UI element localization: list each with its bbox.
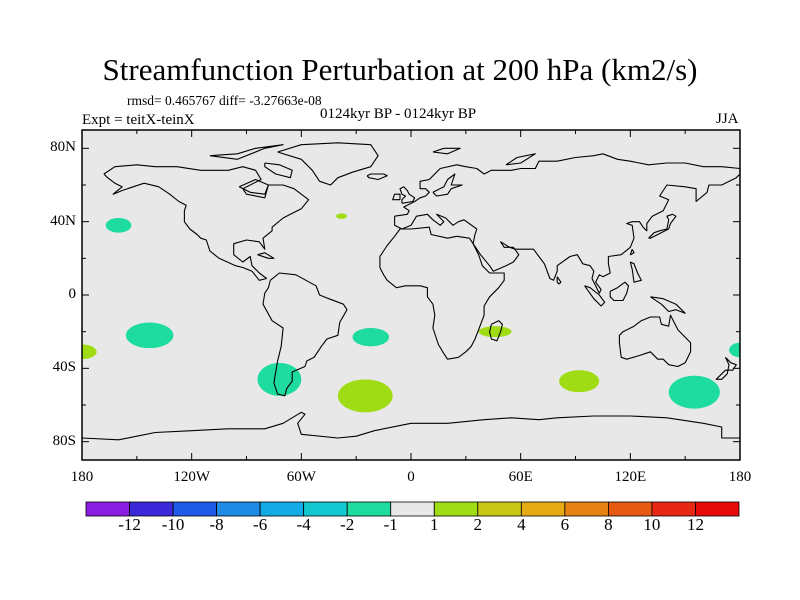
- tasman-blob: [729, 342, 740, 358]
- colorbar-label: 4: [517, 515, 526, 534]
- lat-label: 40N: [50, 212, 76, 229]
- coastlines: [82, 142, 740, 441]
- novaya-zemlya-coast: [505, 153, 536, 166]
- africa-coast: [379, 226, 505, 360]
- colorbar-label: 10: [643, 515, 661, 534]
- s-atlantic-blob: [352, 328, 390, 347]
- cuba-coast: [257, 252, 275, 259]
- colorbar-swatch: [651, 501, 696, 517]
- colorbar-swatch: [85, 501, 130, 517]
- baffin-coast: [264, 162, 293, 179]
- colorbar-swatch: [346, 501, 392, 517]
- madagascar-blob: [478, 326, 512, 338]
- ireland-coast: [392, 193, 401, 201]
- colorbar-label: 8: [604, 515, 613, 534]
- sri-lanka-coast: [556, 276, 562, 285]
- arctic-islands-coast: [209, 144, 284, 160]
- australia-coast: [618, 314, 692, 368]
- s-ocean-blob: [668, 375, 720, 409]
- n-pacific-blob: [105, 218, 132, 233]
- borneo-coast: [609, 281, 630, 302]
- anomaly-layer: [82, 213, 740, 413]
- lat-label: 0: [68, 286, 77, 302]
- madagascar-coast: [489, 320, 503, 342]
- scandinavia-baltic-coast: [432, 173, 463, 197]
- colorbar-label: -6: [253, 515, 268, 534]
- svalbard-coast: [432, 147, 461, 155]
- lat-label: 40S: [52, 359, 76, 376]
- lon-label: 180: [70, 469, 94, 485]
- axis-ticks: [81, 130, 741, 460]
- lon-label: 120W: [173, 469, 210, 485]
- colorbar-swatch: [564, 501, 609, 517]
- colorbar-label: -4: [296, 515, 311, 534]
- eurasia-coast: [394, 153, 740, 294]
- rmsd-line: rmsd= 0.465767 diff= -3.27663e-08: [127, 93, 322, 108]
- japan-coast: [648, 213, 677, 239]
- colorbar-swatch: [129, 501, 174, 517]
- colorbar-swatch: [172, 501, 217, 517]
- colorbar-label: -8: [209, 515, 224, 534]
- experiment-label: Expt = teitX-teinX: [82, 112, 195, 128]
- greenland-coast: [277, 142, 379, 186]
- colorbar-swatch: [695, 501, 740, 517]
- lon-label: 180: [728, 469, 752, 485]
- colorbar-swatch: [608, 501, 653, 517]
- hudson-bay-coast: [238, 178, 269, 195]
- season-label: JJA: [716, 111, 739, 127]
- colorbar-label: -12: [118, 515, 141, 534]
- philippines-coast: [629, 261, 642, 283]
- colorbar-label: 1: [430, 515, 439, 534]
- colorbar-swatch: [303, 501, 348, 517]
- lon-label: 120E: [614, 469, 647, 485]
- lat-label: 80N: [50, 139, 76, 156]
- colorbar-label: -10: [161, 515, 185, 534]
- map-background: [82, 130, 740, 460]
- map-title: Streamfunction Perturbation at 200 hPa (…: [102, 52, 698, 87]
- n-atlantic-blob: [336, 213, 348, 219]
- colorbar: [85, 501, 740, 517]
- britain-coast: [399, 186, 416, 204]
- lon-label: 0: [407, 469, 415, 485]
- colorbar-swatch: [520, 501, 566, 517]
- south-america-coast: [262, 272, 348, 397]
- lon-label: 60E: [508, 469, 533, 485]
- colorbar-label: -1: [383, 515, 398, 534]
- taiwan-coast: [629, 248, 635, 256]
- s-atlantic-se-blob: [337, 379, 393, 413]
- new-guinea-coast: [650, 296, 686, 314]
- antarctica-coast: [82, 411, 740, 441]
- colorbar-label: 12: [686, 515, 704, 534]
- colorbar-label: 2: [473, 515, 483, 534]
- lat-label: 80S: [52, 432, 76, 449]
- s-indian-blob: [559, 370, 600, 393]
- sw-pacific-edge-blob: [82, 344, 97, 360]
- period-label: 0124kyr BP - 0124kyr BP: [320, 106, 477, 122]
- colorbar-swatch: [433, 501, 479, 517]
- north-america-coast: [103, 164, 310, 281]
- colorbar-swatch: [259, 501, 305, 517]
- lon-label: 60W: [286, 469, 316, 485]
- colorbar-swatch: [216, 501, 261, 517]
- s-pacific-blob: [125, 322, 174, 349]
- patagonia-blob: [257, 362, 302, 396]
- colorbar-swatch: [390, 501, 435, 517]
- colorbar-swatch: [477, 501, 522, 517]
- new-zealand-coast: [715, 356, 737, 380]
- iceland-coast: [366, 173, 388, 181]
- sumatra-coast: [584, 285, 606, 307]
- colorbar-label: 6: [560, 515, 570, 534]
- colorbar-label: -2: [340, 515, 355, 534]
